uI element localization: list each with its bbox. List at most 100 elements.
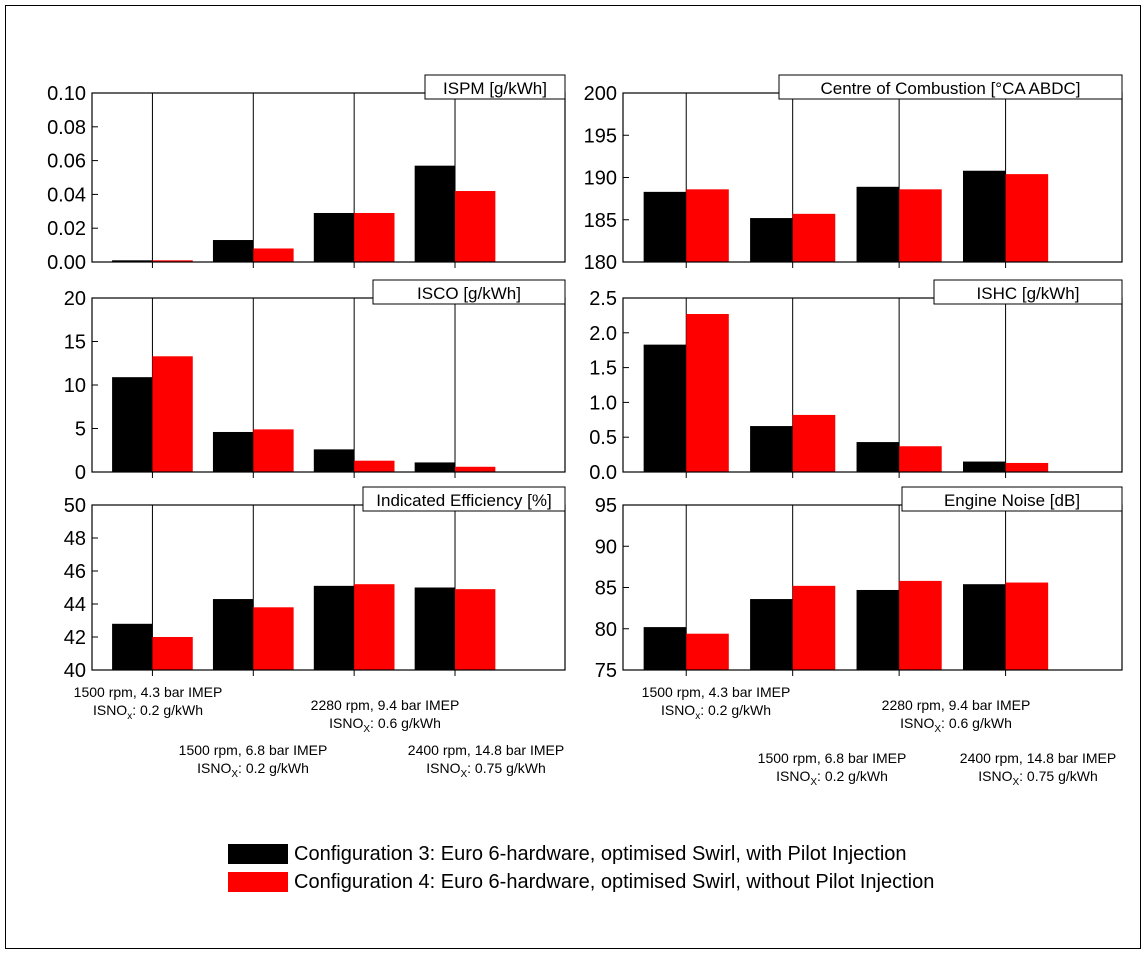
y-tick-label: 0.5 xyxy=(589,427,617,449)
y-tick-label: 0.0 xyxy=(589,462,617,484)
category-label-0: 1500 rpm, 4.3 bar IMEP ISNOx: 0.2 g/kWh xyxy=(74,684,223,722)
category-line1: 2280 rpm, 9.4 bar IMEP xyxy=(311,697,460,713)
y-tick-label: 0.10 xyxy=(47,83,86,105)
category-label-3: 2400 rpm, 14.8 bar IMEP ISNOX: 0.75 g/kWh xyxy=(960,750,1116,788)
y-tick-label: 20 xyxy=(64,288,86,310)
category-line2: ISNOX: 0.75 g/kWh xyxy=(978,768,1098,788)
plot-area xyxy=(91,504,566,671)
bar-config4-1 xyxy=(792,213,836,262)
bar-config3-1 xyxy=(750,426,793,472)
bar-config4-2 xyxy=(354,212,395,262)
bar-config3-1 xyxy=(212,599,254,670)
y-tick-label: 0.00 xyxy=(47,252,86,274)
y-tick-label: 200 xyxy=(584,83,617,105)
plot-area xyxy=(91,92,566,263)
y-tick-label: 2.0 xyxy=(589,323,617,345)
category-line1: 2280 rpm, 9.4 bar IMEP xyxy=(882,697,1031,713)
y-tick-label: 10 xyxy=(64,375,86,397)
y-tick-label: 95 xyxy=(595,495,617,517)
bar-config4-0 xyxy=(152,356,193,472)
category-line2: ISNOX: 0.6 g/kWh xyxy=(329,715,441,735)
category-line2: ISNOX: 0.6 g/kWh xyxy=(900,715,1012,735)
bar-config3-2 xyxy=(313,449,355,472)
bar-config3-0 xyxy=(643,344,687,472)
legend-swatch-config3 xyxy=(228,844,288,864)
panel-0: 0.00 0.02 0.04 0.06 0.08 0.10 ISPM [g/kWh] xyxy=(47,74,566,274)
y-tick-label: 1.0 xyxy=(589,392,617,414)
category-line1: 2400 rpm, 14.8 bar IMEP xyxy=(408,742,564,758)
y-tick-label: 80 xyxy=(595,619,617,641)
bar-config4-3 xyxy=(1005,462,1049,472)
bar-config3-0 xyxy=(112,377,153,472)
panel-title: Centre of Combustion [°CA ABDC] xyxy=(820,79,1080,98)
y-tick-label: 2.5 xyxy=(589,288,617,310)
y-tick-label: 50 xyxy=(64,495,86,517)
bar-config3-0 xyxy=(643,627,687,670)
panel-5: 75 80 85 90 95 Engine Noise [dB] xyxy=(595,486,1123,682)
legend-label-config4: Configuration 4: Euro 6-hardware, optimi… xyxy=(294,870,935,893)
y-tick-label: 44 xyxy=(64,594,86,616)
category-label-1: 1500 rpm, 6.8 bar IMEP ISNOX: 0.2 g/kWh xyxy=(179,742,328,780)
bar-config3-2 xyxy=(313,585,355,670)
y-tick-label: 46 xyxy=(64,561,86,583)
bar-config4-1 xyxy=(253,429,294,472)
y-tick-label: 180 xyxy=(584,252,617,274)
legend: Configuration 3: Euro 6-hardware, optimi… xyxy=(228,840,934,896)
y-tick-label: 85 xyxy=(595,578,617,600)
panel-3: 0.0 0.5 1.0 1.5 2.0 2.5 ISHC [g/kWh] xyxy=(589,279,1123,484)
bar-config4-1 xyxy=(253,248,294,262)
bar-config4-2 xyxy=(354,460,395,472)
category-line2: ISNOx: 0.2 g/kWh xyxy=(661,702,771,722)
bar-config3-3 xyxy=(414,587,456,670)
y-tick-label: 0.02 xyxy=(47,218,86,240)
panel-title: ISCO [g/kWh] xyxy=(417,284,521,303)
panel-title: Indicated Efficiency [%] xyxy=(376,491,551,510)
bar-config3-0 xyxy=(643,191,687,262)
y-tick-label: 0 xyxy=(75,462,86,484)
panel-title-box xyxy=(901,486,1123,512)
bar-config4-0 xyxy=(152,637,193,670)
panel-4: 40 42 44 46 48 50 Indicated Efficiency [%] xyxy=(64,486,566,682)
bar-config4-0 xyxy=(686,189,729,262)
legend-label-config3: Configuration 3: Euro 6-hardware, optimi… xyxy=(294,842,907,865)
bar-config4-1 xyxy=(792,414,836,472)
y-tick-label: 1.5 xyxy=(589,358,617,380)
bar-config3-1 xyxy=(750,218,793,262)
panel-title-box xyxy=(372,279,566,305)
y-tick-label: 195 xyxy=(584,125,617,147)
bar-config3-0 xyxy=(112,623,153,670)
panel-title: ISPM [g/kWh] xyxy=(443,79,547,98)
bar-config4-2 xyxy=(899,446,942,472)
bar-config4-2 xyxy=(899,580,942,670)
bar-config3-1 xyxy=(212,431,254,472)
bar-config4-0 xyxy=(686,314,729,472)
bar-config3-2 xyxy=(856,186,900,262)
bar-config3-3 xyxy=(414,165,456,262)
y-tick-label: 90 xyxy=(595,536,617,558)
y-tick-label: 0.08 xyxy=(47,117,86,139)
bar-config3-3 xyxy=(963,170,1006,262)
bar-config4-3 xyxy=(1005,582,1049,670)
bar-config3-2 xyxy=(856,442,900,472)
legend-swatch-config4 xyxy=(228,872,288,892)
bar-config3-0 xyxy=(112,260,153,262)
bar-config3-2 xyxy=(313,212,355,262)
bar-config3-1 xyxy=(212,240,254,262)
panel-title-box xyxy=(362,486,566,512)
bar-config4-3 xyxy=(455,191,496,262)
y-tick-label: 48 xyxy=(64,528,86,550)
plot-area xyxy=(622,297,1123,473)
legend-item-config4: Configuration 4: Euro 6-hardware, optimi… xyxy=(228,868,934,896)
panel-1: 180 185 190 195 200 Centre of Combustion [°CA… xyxy=(584,74,1123,274)
panel-title-box xyxy=(933,279,1123,305)
category-line1: 1500 rpm, 6.8 bar IMEP xyxy=(758,750,907,766)
category-line2: ISNOX: 0.2 g/kWh xyxy=(197,760,309,780)
y-tick-label: 0.06 xyxy=(47,151,86,173)
panel-title: Engine Noise [dB] xyxy=(944,491,1080,510)
bar-config3-1 xyxy=(750,599,793,670)
category-line2: ISNOX: 0.75 g/kWh xyxy=(426,760,546,780)
figure-frame xyxy=(5,5,1141,949)
category-label-3: 2400 rpm, 14.8 bar IMEP ISNOX: 0.75 g/kWh xyxy=(408,742,564,780)
category-line2: ISNOX: 0.2 g/kWh xyxy=(776,768,888,788)
